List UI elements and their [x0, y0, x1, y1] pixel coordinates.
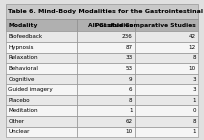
Text: Cognitive: Cognitive — [8, 77, 34, 81]
Text: Possible Comparative Studies: Possible Comparative Studies — [95, 23, 196, 28]
Text: 3: 3 — [192, 87, 196, 92]
Bar — [6, 19, 77, 32]
Bar — [6, 116, 77, 127]
Text: 3: 3 — [192, 77, 196, 81]
Bar — [6, 127, 77, 137]
Bar — [77, 127, 135, 137]
Text: 10: 10 — [125, 129, 133, 134]
Bar — [6, 95, 77, 105]
Bar — [6, 32, 77, 42]
Bar — [135, 116, 198, 127]
Bar — [135, 74, 198, 84]
Text: 8: 8 — [192, 55, 196, 60]
Bar — [77, 95, 135, 105]
Bar — [77, 116, 135, 127]
Bar — [77, 105, 135, 116]
Text: 1: 1 — [192, 129, 196, 134]
Text: 9: 9 — [129, 77, 133, 81]
Bar — [135, 84, 198, 95]
Bar — [6, 4, 198, 19]
Bar — [6, 84, 77, 95]
Text: Biofeedback: Biofeedback — [8, 34, 42, 39]
Bar — [6, 74, 77, 84]
Text: 87: 87 — [125, 45, 133, 50]
Bar — [135, 32, 198, 42]
Text: 1: 1 — [129, 108, 133, 113]
Bar — [135, 42, 198, 53]
Bar — [135, 19, 198, 32]
Text: Guided imagery: Guided imagery — [8, 87, 53, 92]
Bar — [135, 105, 198, 116]
Text: 236: 236 — [122, 34, 133, 39]
Bar — [135, 127, 198, 137]
Bar — [6, 105, 77, 116]
Bar — [6, 63, 77, 74]
Text: Behavioral: Behavioral — [8, 66, 38, 71]
Text: Unclear: Unclear — [8, 129, 30, 134]
Bar — [77, 84, 135, 95]
Text: 62: 62 — [125, 119, 133, 124]
Text: Meditation: Meditation — [8, 108, 38, 113]
Bar — [135, 63, 198, 74]
Bar — [77, 32, 135, 42]
Text: 33: 33 — [125, 55, 133, 60]
Text: 8: 8 — [129, 98, 133, 103]
Text: Table 6. Mind-Body Modalities for the Gastrointestinal Studies: Table 6. Mind-Body Modalities for the Ga… — [8, 9, 204, 14]
Text: 53: 53 — [125, 66, 133, 71]
Text: Placebo: Placebo — [8, 98, 30, 103]
Bar — [135, 53, 198, 63]
Bar — [77, 74, 135, 84]
Bar — [77, 19, 135, 32]
Bar — [77, 42, 135, 53]
Text: 6: 6 — [129, 87, 133, 92]
Text: All GI studies: All GI studies — [88, 23, 133, 28]
Text: 0: 0 — [192, 108, 196, 113]
Text: Modality: Modality — [8, 23, 38, 28]
Bar — [77, 53, 135, 63]
Text: Hypnosis: Hypnosis — [8, 45, 34, 50]
Text: 8: 8 — [192, 119, 196, 124]
Bar — [6, 42, 77, 53]
Text: 42: 42 — [189, 34, 196, 39]
Text: 10: 10 — [189, 66, 196, 71]
Text: Other: Other — [8, 119, 24, 124]
Bar — [6, 53, 77, 63]
Text: 12: 12 — [188, 45, 196, 50]
Text: Relaxation: Relaxation — [8, 55, 38, 60]
Bar — [77, 63, 135, 74]
Bar — [135, 95, 198, 105]
Text: 1: 1 — [192, 98, 196, 103]
